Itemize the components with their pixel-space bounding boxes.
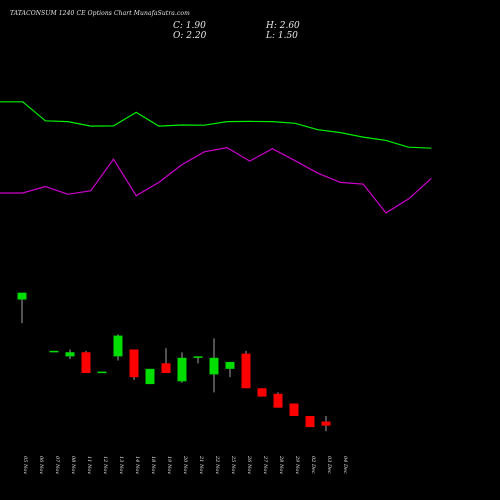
candle bbox=[209, 338, 219, 393]
green-indicator-line bbox=[0, 101, 432, 149]
candle bbox=[145, 368, 155, 385]
candles-group bbox=[17, 292, 331, 432]
candle bbox=[257, 388, 267, 397]
candle bbox=[305, 415, 315, 428]
x-tick-label: 03 Dec bbox=[326, 456, 332, 474]
x-tick-label: 19 Nov bbox=[166, 456, 172, 474]
candle-body bbox=[145, 368, 155, 385]
x-tick-label: 26 Nov bbox=[246, 455, 252, 474]
x-tick-label: 29 Nov bbox=[294, 455, 300, 474]
x-tick-label: 02 Dec bbox=[310, 456, 316, 474]
candle-body bbox=[225, 361, 235, 369]
candle-body bbox=[177, 357, 187, 382]
x-tick-label: 08 Nov bbox=[70, 456, 76, 474]
close-value: C: 1.90 bbox=[173, 21, 206, 31]
x-tick-label: 18 Nov bbox=[150, 456, 156, 474]
x-tick-label: 20 Nov bbox=[182, 455, 188, 474]
x-tick-label: 04 Dec bbox=[342, 456, 348, 474]
candle-body bbox=[17, 292, 27, 300]
x-tick-label: 28 Nov bbox=[278, 455, 284, 474]
x-tick-label: 07 Nov bbox=[54, 456, 60, 474]
candle bbox=[241, 350, 251, 389]
x-tick-label: 21 Nov bbox=[198, 455, 204, 474]
candle-body bbox=[193, 356, 203, 358]
candle bbox=[177, 352, 187, 383]
candle-body bbox=[161, 363, 171, 374]
x-tick-label: 12 Nov bbox=[102, 456, 108, 474]
x-tick-label: 25 Nov bbox=[230, 455, 236, 474]
x-axis-labels: 05 Nov 06 Nov 07 Nov 08 Nov 11 Nov 12 Nov 13 N… bbox=[22, 455, 348, 474]
x-tick-label: 05 Nov bbox=[22, 456, 28, 474]
magenta-indicator-line bbox=[0, 146, 432, 214]
candle bbox=[273, 392, 283, 408]
candle-body bbox=[305, 415, 315, 428]
x-tick-label: 22 Nov bbox=[214, 455, 220, 474]
candle bbox=[289, 403, 299, 416]
open-value: O: 2.20 bbox=[173, 31, 207, 41]
candle bbox=[65, 349, 75, 360]
candle-body bbox=[113, 335, 123, 357]
candle bbox=[161, 348, 171, 374]
candle bbox=[193, 356, 203, 364]
candle-body bbox=[257, 388, 267, 397]
candle-body bbox=[65, 352, 75, 357]
candle-body bbox=[97, 371, 107, 374]
x-tick-label: 27 Nov bbox=[262, 455, 268, 474]
x-tick-label: 11 Nov bbox=[86, 456, 92, 474]
indicator-lines bbox=[0, 101, 432, 214]
candle bbox=[321, 415, 331, 432]
candle bbox=[49, 350, 59, 353]
candle bbox=[113, 334, 123, 361]
x-tick-label: 14 Nov bbox=[134, 456, 140, 474]
candle bbox=[17, 292, 27, 324]
candle bbox=[225, 361, 235, 378]
candle-body bbox=[321, 421, 331, 426]
high-value: H: 2.60 bbox=[266, 21, 300, 31]
candle-body bbox=[289, 403, 299, 416]
candle-body bbox=[273, 393, 283, 408]
candle-body bbox=[129, 349, 139, 378]
low-value: L: 1.50 bbox=[266, 31, 298, 41]
chart-title: TATACONSUM 1240 CE Options Chart MunafaS… bbox=[10, 10, 190, 17]
candle-body bbox=[241, 353, 251, 389]
x-tick-label: 13 Nov bbox=[118, 456, 124, 474]
candle bbox=[81, 350, 91, 374]
candle-body bbox=[49, 350, 59, 353]
candle bbox=[129, 349, 139, 380]
x-tick-label: 06 Nov bbox=[38, 456, 44, 474]
candle-body bbox=[81, 352, 91, 374]
candle-body bbox=[209, 357, 219, 375]
candle bbox=[97, 371, 107, 374]
